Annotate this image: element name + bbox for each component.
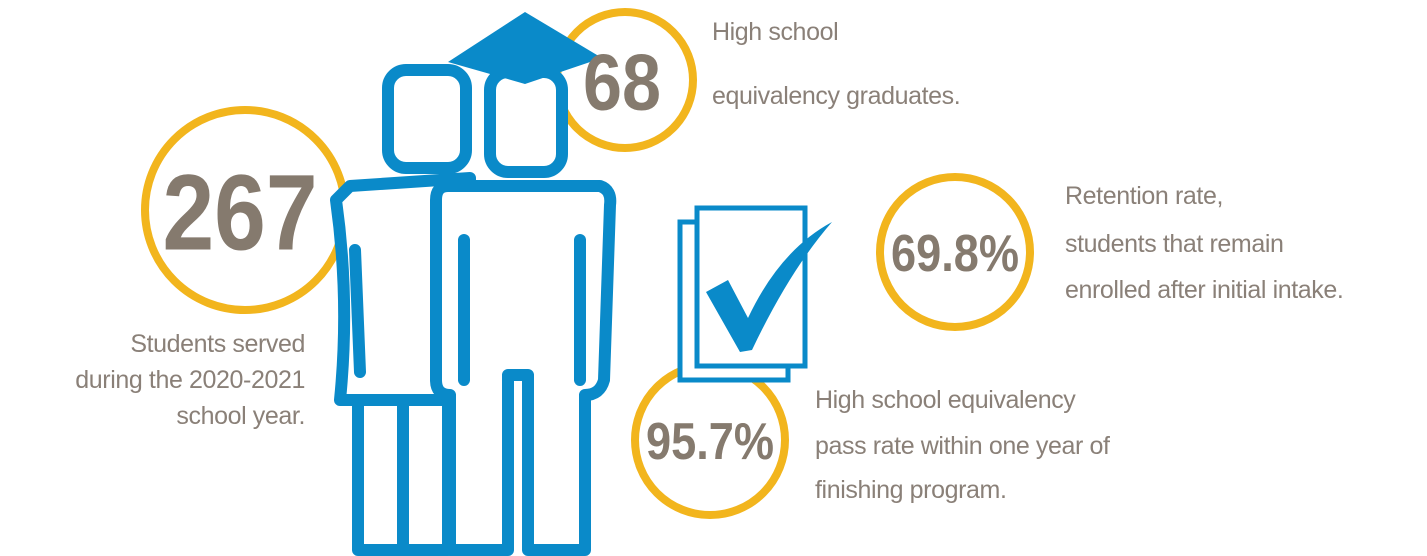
stat-value: 69.8% [891, 225, 1019, 283]
stat-text: school year. [176, 402, 305, 430]
document-icon [677, 205, 832, 383]
stat-text: enrolled after initial intake. [1065, 276, 1343, 304]
stat-value: 95.7% [646, 413, 774, 471]
stat-text: Students served [130, 330, 305, 358]
student-icon [330, 64, 476, 556]
ring [876, 173, 1034, 331]
stat-text: equivalency graduates. [712, 82, 960, 110]
stat-value: 267 [163, 152, 318, 273]
stat-text: pass rate within one year of [815, 432, 1110, 460]
stat-text: High school equivalency [815, 386, 1076, 414]
stat-text: Retention rate, [1065, 182, 1223, 210]
stat-value: 68 [583, 38, 661, 127]
stat-text: High school [712, 18, 838, 46]
stat-text: finishing program. [815, 476, 1007, 504]
stat-text: during the 2020-2021 [75, 366, 305, 394]
stat-text: students that remain [1065, 230, 1284, 258]
graduate-icon [430, 12, 617, 556]
